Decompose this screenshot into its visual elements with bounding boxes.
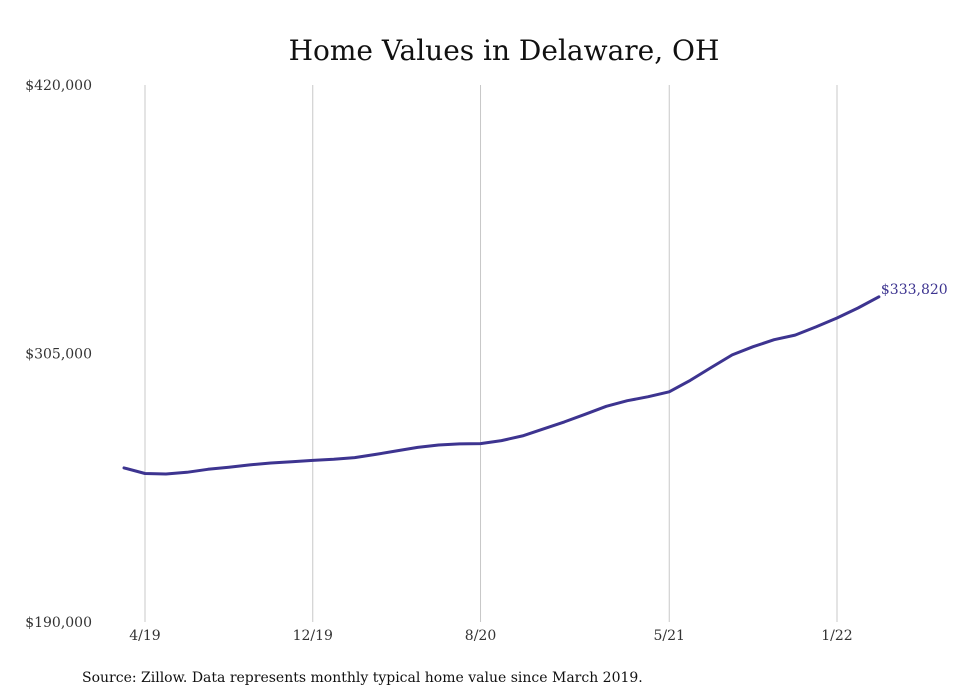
data-point (395, 449, 398, 452)
data-point (710, 366, 713, 369)
data-point (437, 444, 440, 447)
y-tick-label: $305,000 (25, 347, 92, 363)
data-point (227, 466, 230, 469)
data-point (479, 442, 482, 445)
data-point (374, 453, 377, 456)
data-point (500, 439, 503, 442)
series-layer: $333,820 (122, 282, 948, 476)
data-point (815, 325, 818, 328)
chart-title: Home Values in Delaware, OH (289, 34, 720, 67)
data-point (857, 307, 860, 310)
data-point (731, 353, 734, 356)
x-tick-label: 4/19 (129, 628, 160, 644)
x-tick-label: 8/20 (465, 628, 496, 644)
data-point (689, 379, 692, 382)
data-point (794, 334, 797, 337)
data-point (773, 338, 776, 341)
data-point (206, 468, 209, 471)
y-tick-label: $190,000 (25, 615, 92, 631)
x-axis-tick-labels: 4/19 12/19 8/20 5/21 1/22 (129, 628, 852, 644)
data-point (626, 399, 629, 402)
data-point (332, 458, 335, 461)
gridlines (144, 85, 838, 622)
data-point (248, 463, 251, 466)
y-tick-label: $420,000 (25, 78, 92, 94)
data-point (269, 462, 272, 465)
data-point (584, 413, 587, 416)
y-axis-tick-labels: $190,000 $305,000 $420,000 (25, 78, 92, 631)
data-point (563, 420, 566, 423)
data-point (752, 345, 755, 348)
data-point (311, 459, 314, 462)
data-point (521, 434, 524, 437)
data-point (353, 456, 356, 459)
data-point (123, 466, 126, 469)
data-point (542, 427, 545, 430)
data-point (144, 472, 147, 475)
data-point (605, 405, 608, 408)
data-point (647, 395, 650, 398)
data-point (836, 317, 839, 320)
data-point (165, 473, 168, 476)
data-point (416, 446, 419, 449)
data-point (668, 390, 671, 393)
x-tick-label: 1/22 (821, 628, 852, 644)
x-tick-label: 5/21 (654, 628, 685, 644)
data-point (290, 460, 293, 463)
data-point (458, 442, 461, 445)
data-point (185, 471, 188, 474)
source-note: Source: Zillow. Data represents monthly … (82, 670, 643, 686)
series-line (122, 295, 881, 476)
x-tick-label: 12/19 (293, 628, 333, 644)
end-value-label: $333,820 (881, 282, 948, 298)
